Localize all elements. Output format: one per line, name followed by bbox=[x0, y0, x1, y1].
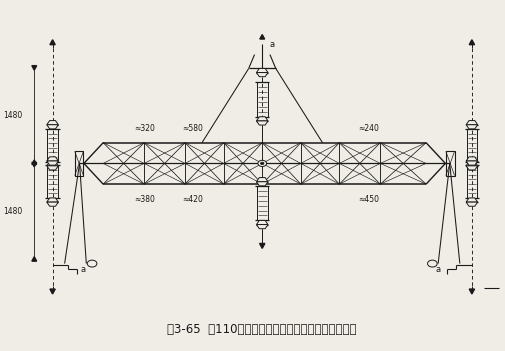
Bar bbox=[445, 151, 453, 176]
Text: ≈450: ≈450 bbox=[357, 195, 378, 204]
Polygon shape bbox=[256, 182, 268, 186]
Bar bbox=[75, 151, 83, 176]
Text: a: a bbox=[80, 265, 85, 274]
Polygon shape bbox=[468, 289, 474, 294]
Polygon shape bbox=[46, 202, 58, 206]
Circle shape bbox=[48, 161, 57, 166]
Polygon shape bbox=[256, 178, 268, 182]
Bar bbox=[47, 165, 58, 198]
Bar bbox=[257, 82, 267, 117]
Bar bbox=[466, 129, 476, 162]
Polygon shape bbox=[32, 257, 36, 261]
Circle shape bbox=[260, 162, 264, 165]
Polygon shape bbox=[46, 161, 58, 165]
Text: ≈240: ≈240 bbox=[357, 124, 378, 133]
Polygon shape bbox=[50, 289, 55, 294]
Polygon shape bbox=[465, 157, 477, 161]
Polygon shape bbox=[46, 166, 58, 170]
Circle shape bbox=[51, 162, 54, 165]
Text: ≈380: ≈380 bbox=[133, 195, 155, 204]
Circle shape bbox=[470, 162, 473, 165]
Polygon shape bbox=[256, 225, 268, 229]
Polygon shape bbox=[465, 198, 477, 202]
Bar bbox=[257, 186, 267, 220]
Polygon shape bbox=[256, 121, 268, 125]
Text: a: a bbox=[435, 265, 440, 274]
Polygon shape bbox=[46, 157, 58, 161]
Polygon shape bbox=[32, 66, 36, 70]
Polygon shape bbox=[465, 202, 477, 206]
Polygon shape bbox=[465, 162, 477, 166]
Text: a: a bbox=[269, 40, 274, 49]
Polygon shape bbox=[256, 117, 268, 121]
Polygon shape bbox=[465, 121, 477, 125]
Polygon shape bbox=[46, 121, 58, 125]
Polygon shape bbox=[256, 220, 268, 225]
Polygon shape bbox=[32, 160, 36, 165]
Polygon shape bbox=[468, 40, 474, 45]
Polygon shape bbox=[256, 68, 268, 73]
Text: ≈320: ≈320 bbox=[133, 124, 155, 133]
Polygon shape bbox=[46, 198, 58, 202]
Polygon shape bbox=[50, 40, 55, 45]
Polygon shape bbox=[465, 166, 477, 170]
Polygon shape bbox=[259, 34, 264, 39]
Polygon shape bbox=[259, 244, 264, 249]
Polygon shape bbox=[46, 125, 58, 129]
Bar bbox=[466, 165, 476, 198]
Text: ≈420: ≈420 bbox=[182, 195, 203, 204]
Polygon shape bbox=[465, 161, 477, 165]
Bar bbox=[47, 129, 58, 162]
Text: 1480: 1480 bbox=[3, 111, 22, 120]
Polygon shape bbox=[46, 162, 58, 166]
Circle shape bbox=[467, 161, 475, 166]
Polygon shape bbox=[32, 163, 36, 167]
Circle shape bbox=[258, 160, 266, 166]
Text: 图3-65  在110千伏金属承力杆塔上管型避雷器的安装: 图3-65 在110千伏金属承力杆塔上管型避雷器的安装 bbox=[167, 323, 356, 336]
Text: 1480: 1480 bbox=[3, 207, 22, 216]
Polygon shape bbox=[256, 73, 268, 77]
Polygon shape bbox=[465, 125, 477, 129]
Text: ≈580: ≈580 bbox=[182, 124, 203, 133]
